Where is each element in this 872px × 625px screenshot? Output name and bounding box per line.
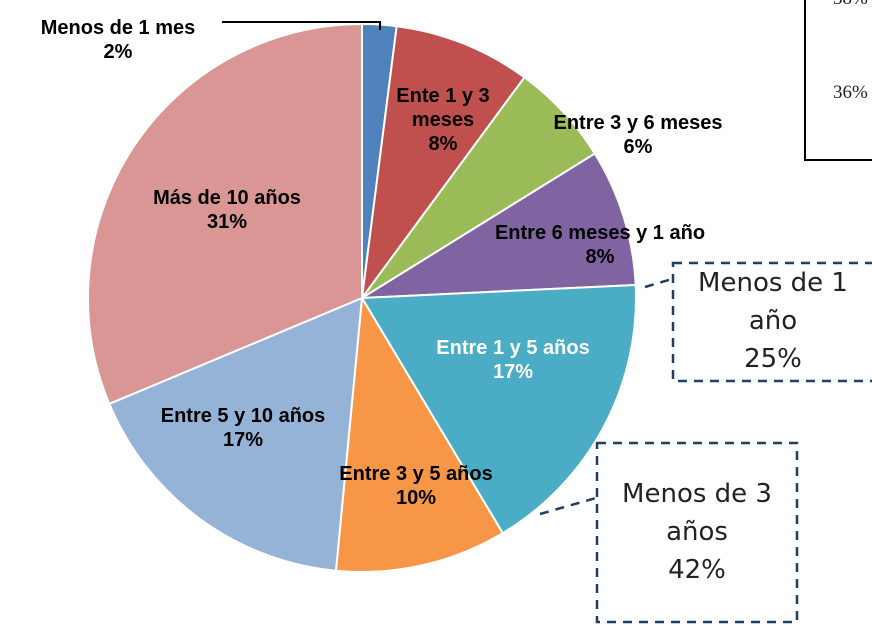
slice-category: Entre 3 y 5 años bbox=[339, 463, 493, 485]
pie-slice bbox=[107, 296, 364, 572]
annotation-value: 25% bbox=[744, 344, 802, 374]
slice-category: Entre 5 y 10 años bbox=[160, 405, 326, 427]
slice-value: 31% bbox=[206, 211, 248, 233]
slice-label: Entre 5 y 10 años 17% bbox=[123, 404, 363, 452]
slice-label: Entre 3 y 5 años 10% bbox=[296, 462, 536, 510]
pie-slice bbox=[360, 283, 637, 535]
slice-label: Menos de 1 mes 2% bbox=[0, 16, 248, 64]
annotation-box bbox=[671, 261, 872, 383]
side-box bbox=[804, 0, 872, 161]
annotation-box bbox=[595, 441, 799, 624]
annotation-value: 42% bbox=[668, 555, 726, 585]
slice-label: Ente 1 y 3 meses 8% bbox=[386, 84, 501, 156]
slice-label: Entre 1 y 5 años 17% bbox=[393, 336, 633, 384]
slice-category: Ente 1 y 3 meses bbox=[396, 85, 490, 131]
slice-category: Entre 1 y 5 años bbox=[436, 337, 590, 359]
slice-label: Más de 10 años 31% bbox=[107, 186, 347, 234]
slice-category: Entre 6 meses y 1 año bbox=[494, 222, 706, 244]
slice-value: 6% bbox=[623, 136, 653, 158]
connector bbox=[644, 277, 673, 289]
slice-value: 8% bbox=[585, 246, 615, 268]
pie-slice bbox=[87, 22, 363, 406]
slice-label: Entre 3 y 6 meses 6% bbox=[508, 111, 768, 159]
annotation: Menos de 3 años 42% bbox=[622, 475, 772, 589]
slice-value: 2% bbox=[103, 41, 133, 63]
pie-slice bbox=[334, 294, 505, 573]
side-value: 38% bbox=[833, 0, 868, 10]
side-value: 36% bbox=[833, 82, 868, 103]
pie-slice bbox=[360, 25, 526, 302]
annotation: Menos de 1 año 25% bbox=[698, 264, 848, 378]
slice-category: Más de 10 años bbox=[153, 187, 301, 209]
slice-value: 17% bbox=[492, 361, 534, 383]
connector bbox=[539, 496, 597, 516]
slice-value: 8% bbox=[428, 133, 458, 155]
slice-category: Menos de 1 mes bbox=[40, 17, 196, 39]
annotation-label: Menos de 3 años bbox=[622, 479, 772, 547]
slice-value: 17% bbox=[222, 429, 264, 451]
slice-label: Entre 6 meses y 1 año 8% bbox=[440, 221, 760, 269]
slice-category: Entre 3 y 6 meses bbox=[553, 112, 723, 134]
leader-line bbox=[222, 21, 381, 30]
slice-value: 10% bbox=[395, 487, 437, 509]
annotation-label: Menos de 1 año bbox=[698, 268, 848, 336]
pie-slice bbox=[358, 152, 637, 300]
